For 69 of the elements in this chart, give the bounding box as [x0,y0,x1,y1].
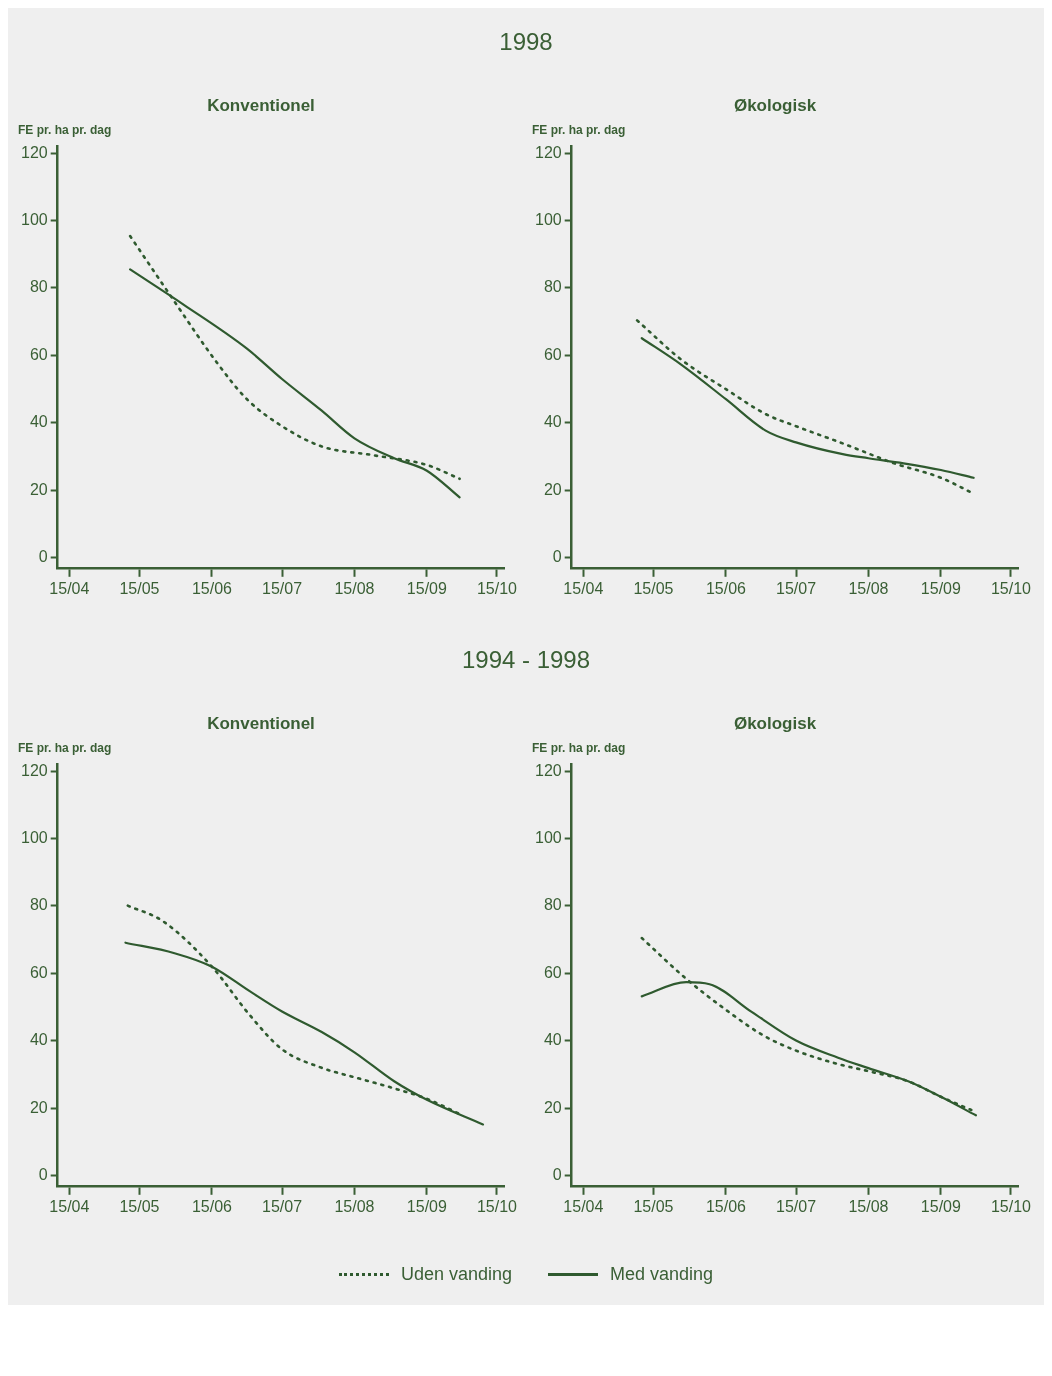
x-tick-label: 15/07 [261,1197,303,1215]
y-tick-label: 60 [543,963,562,981]
x-tick-label: 15/04 [563,579,604,597]
x-tick-label: 15/07 [775,579,817,597]
y-tick-label: 20 [543,1098,562,1116]
y-tick-label: 0 [552,1166,562,1184]
x-tick-label: 15/05 [119,1197,160,1215]
y-tick-label: 60 [543,345,562,363]
x-tick-label: 15/04 [49,579,90,597]
x-tick-label: 15/05 [119,579,160,597]
y-axis-title: FE pr. ha pr. dag [18,740,112,755]
y-tick-label: 120 [534,143,562,161]
x-tick-label: 15/08 [848,1197,889,1215]
chart-title: Økologisk [733,95,817,115]
line-series [640,936,973,1112]
y-tick-label: 40 [29,1031,48,1049]
y-tick-label: 60 [29,963,48,981]
x-tick-label: 15/05 [633,579,674,597]
y-tick-label: 40 [543,1031,562,1049]
y-tick-label: 40 [543,413,562,431]
y-tick-label: 100 [20,210,48,228]
x-tick-label: 15/05 [633,1197,674,1215]
y-axis-title: FE pr. ha pr. dag [18,122,112,137]
y-tick-label: 120 [20,761,48,779]
x-tick-label: 15/06 [191,1197,233,1215]
x-tick-label: 15/09 [920,1197,962,1215]
y-tick-label: 80 [29,896,48,914]
x-tick-label: 15/08 [334,579,375,597]
chart-title: Konventionel [207,713,315,733]
y-tick-label: 20 [29,480,48,498]
y-tick-label: 40 [29,413,48,431]
y-tick-label: 0 [38,1166,48,1184]
text: 1994 - 1998 [460,646,592,674]
y-tick-label: 100 [534,210,562,228]
x-tick-label: 15/06 [191,579,233,597]
y-axis-title: FE pr. ha pr. dag [532,740,626,755]
x-tick-label: 15/07 [775,1197,817,1215]
y-tick-label: 0 [552,548,562,566]
x-tick-label: 15/07 [261,579,303,597]
legend-label: Uden vanding [400,1264,512,1285]
y-tick-label: 20 [543,480,562,498]
y-tick-label: 120 [534,761,562,779]
y-axis-title: FE pr. ha pr. dag [532,122,626,137]
y-tick-label: 20 [29,1098,48,1116]
x-tick-label: 15/04 [563,1197,604,1215]
x-tick-label: 15/09 [920,579,962,597]
y-tick-label: 100 [20,828,48,846]
chart-title: Økologisk [733,713,817,733]
legend-label: Med vanding [610,1264,714,1285]
y-tick-label: 120 [20,143,48,161]
x-tick-label: 15/08 [334,1197,375,1215]
x-tick-label: 15/10 [476,579,518,597]
x-tick-label: 15/10 [990,1197,1032,1215]
text: 1998 [498,28,554,56]
y-tick-label: 80 [29,278,48,296]
x-tick-label: 15/04 [49,1197,90,1215]
y-tick-label: 0 [38,548,48,566]
x-tick-label: 15/06 [705,579,747,597]
x-tick-label: 15/08 [848,579,889,597]
x-tick-label: 15/09 [406,1197,448,1215]
x-tick-label: 15/06 [705,1197,747,1215]
x-tick-label: 15/10 [476,1197,518,1215]
y-tick-label: 60 [29,345,48,363]
x-tick-label: 15/09 [406,579,448,597]
chart-title: Konventionel [207,95,315,115]
y-tick-label: 100 [534,828,562,846]
y-tick-label: 80 [543,278,562,296]
y-tick-label: 80 [543,896,562,914]
x-tick-label: 15/10 [990,579,1032,597]
